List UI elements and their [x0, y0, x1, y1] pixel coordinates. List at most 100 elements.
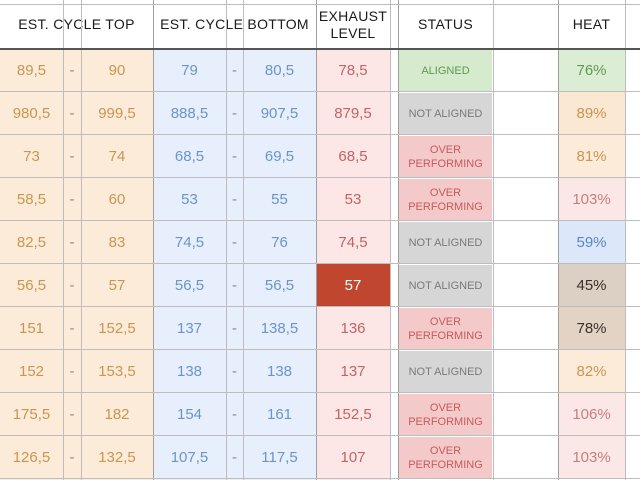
cell-cycle-top-high[interactable]: 999,5 — [98, 105, 136, 122]
cell-exhaust-level[interactable]: 152,5 — [334, 406, 372, 423]
cell-cycle-top-dash[interactable]: - — [69, 449, 75, 466]
cell-cycle-bottom-low[interactable]: 107,5 — [170, 449, 209, 466]
cell-heat[interactable]: 45% — [558, 264, 625, 307]
cell-cycle-top-high[interactable]: 152,5 — [98, 320, 136, 337]
cell-cycle-top-dash[interactable]: - — [69, 105, 75, 122]
cell-cycle-top-low[interactable]: 126,5 — [12, 449, 51, 466]
cell-cycle-bottom-low[interactable]: 79 — [181, 62, 198, 79]
cell-cycle-top-low[interactable]: 152 — [18, 363, 45, 380]
cell-exhaust-level[interactable]: 107 — [340, 449, 366, 466]
header-cycle-top[interactable]: EST. CYCLE TOP — [0, 0, 153, 49]
status-badge[interactable]: NOT ALIGNED — [399, 222, 492, 263]
cell-heat[interactable]: 106% — [558, 393, 625, 436]
cell-exhaust-level[interactable]: 68,5 — [338, 148, 368, 165]
cell-exhaust-level[interactable]: 137 — [340, 363, 366, 380]
cell-heat[interactable]: 82% — [558, 350, 625, 393]
cell-cycle-top-low[interactable]: 151 — [18, 320, 45, 337]
cell-heat[interactable]: 103% — [558, 178, 625, 221]
cell-cycle-bottom-low[interactable]: 68,5 — [174, 148, 205, 165]
cell-cycle-bottom-high[interactable]: 138 — [266, 363, 293, 380]
cell-blank[interactable] — [493, 307, 558, 350]
cell-blank[interactable] — [493, 92, 558, 135]
cell-cycle-bottom-low[interactable]: 888,5 — [170, 105, 209, 122]
cell-cycle-bottom-low[interactable]: 137 — [176, 320, 203, 337]
cell-cycle-top-high[interactable]: 83 — [108, 234, 126, 251]
cell-cycle-top-low[interactable]: 89,5 — [16, 62, 47, 79]
cell-blank[interactable] — [493, 436, 558, 479]
cell-cycle-bottom-dash[interactable]: - — [232, 277, 237, 294]
cell-cycle-top-high[interactable]: 57 — [108, 277, 126, 294]
cell-heat[interactable]: 78% — [558, 307, 625, 350]
cell-cycle-top-low[interactable]: 73 — [23, 148, 40, 165]
cell-blank[interactable] — [493, 178, 558, 221]
cell-cycle-top-high[interactable]: 90 — [108, 62, 126, 79]
cell-exhaust-level[interactable]: 136 — [340, 320, 366, 337]
cell-blank[interactable] — [493, 350, 558, 393]
cell-exhaust-level[interactable]: 74,5 — [338, 234, 368, 251]
header-cycle-bottom[interactable]: EST. CYCLE BOTTOM — [153, 0, 316, 49]
cell-cycle-top-dash[interactable]: - — [69, 234, 75, 251]
cell-cycle-bottom-dash[interactable]: - — [232, 62, 237, 79]
cell-cycle-bottom-low[interactable]: 56,5 — [174, 277, 205, 294]
cell-cycle-bottom-high[interactable]: 76 — [271, 234, 288, 251]
cell-cycle-bottom-low[interactable]: 138 — [176, 363, 203, 380]
cell-heat[interactable]: 59% — [558, 221, 625, 264]
cell-cycle-bottom-high[interactable]: 117,5 — [261, 449, 298, 466]
status-badge[interactable]: NOT ALIGNED — [399, 351, 492, 392]
cell-cycle-bottom-dash[interactable]: - — [232, 320, 237, 337]
cell-blank[interactable] — [493, 135, 558, 178]
cell-cycle-top-high[interactable]: 74 — [108, 148, 126, 165]
cell-cycle-bottom-low[interactable]: 154 — [176, 406, 203, 423]
cell-blank[interactable] — [493, 393, 558, 436]
cell-cycle-top-low[interactable]: 58,5 — [16, 191, 47, 208]
cell-cycle-bottom-high[interactable]: 69,5 — [264, 148, 295, 165]
header-blank[interactable] — [493, 0, 558, 49]
cell-cycle-top-dash[interactable]: - — [69, 277, 75, 294]
cell-cycle-bottom-dash[interactable]: - — [232, 406, 237, 423]
cell-heat[interactable]: 81% — [558, 135, 625, 178]
status-badge[interactable]: NOT ALIGNED — [399, 93, 492, 134]
cell-cycle-bottom-dash[interactable]: - — [232, 191, 237, 208]
cell-cycle-bottom-high[interactable]: 80,5 — [264, 62, 295, 79]
cell-cycle-bottom-high[interactable]: 138,5 — [260, 320, 299, 337]
cell-cycle-top-high[interactable]: 60 — [108, 191, 126, 208]
cell-cycle-bottom-dash[interactable]: - — [232, 105, 237, 122]
status-badge[interactable]: ALIGNED — [399, 50, 492, 91]
status-badge[interactable]: OVER PERFORMING — [399, 179, 492, 220]
cell-exhaust-level-highlight[interactable]: 57 — [316, 264, 390, 307]
cell-blank[interactable] — [493, 49, 558, 92]
cell-cycle-top-low[interactable]: 175,5 — [12, 406, 51, 423]
cell-cycle-top-high[interactable]: 153,5 — [98, 363, 136, 380]
header-heat[interactable]: HEAT — [558, 0, 625, 49]
cell-cycle-top-high[interactable]: 182 — [104, 406, 130, 423]
cell-blank[interactable] — [493, 264, 558, 307]
cell-cycle-top-low[interactable]: 82,5 — [16, 234, 47, 251]
cell-cycle-top-dash[interactable]: - — [69, 148, 75, 165]
status-badge[interactable]: OVER PERFORMING — [399, 437, 492, 478]
cell-cycle-bottom-dash[interactable]: - — [232, 449, 237, 466]
cell-cycle-bottom-high[interactable]: 907,5 — [260, 105, 299, 122]
cell-cycle-bottom-high[interactable]: 56,5 — [264, 277, 295, 294]
cell-cycle-top-dash[interactable]: - — [69, 62, 75, 79]
cell-heat[interactable]: 89% — [558, 92, 625, 135]
cell-cycle-top-dash[interactable]: - — [69, 320, 75, 337]
status-badge[interactable]: OVER PERFORMING — [399, 308, 492, 349]
cell-cycle-bottom-high[interactable]: 161 — [266, 406, 293, 423]
cell-cycle-bottom-low[interactable]: 74,5 — [174, 234, 205, 251]
status-badge[interactable]: OVER PERFORMING — [399, 394, 492, 435]
cell-exhaust-level[interactable]: 78,5 — [338, 62, 368, 79]
cell-cycle-top-dash[interactable]: - — [69, 406, 75, 423]
cell-cycle-bottom-dash[interactable]: - — [232, 363, 237, 380]
cell-cycle-bottom-dash[interactable]: - — [232, 148, 237, 165]
cell-cycle-top-dash[interactable]: - — [69, 191, 75, 208]
cell-exhaust-level[interactable]: 879,5 — [334, 105, 372, 122]
cell-cycle-top-low[interactable]: 980,5 — [12, 105, 51, 122]
cell-cycle-top-low[interactable]: 56,5 — [16, 277, 47, 294]
header-exhaust-level[interactable]: EXHAUST LEVEL — [316, 0, 390, 49]
cell-cycle-top-dash[interactable]: - — [69, 363, 75, 380]
cell-cycle-bottom-dash[interactable]: - — [232, 234, 237, 251]
header-status[interactable]: STATUS — [398, 0, 493, 49]
cell-exhaust-level[interactable]: 53 — [344, 191, 362, 208]
cell-blank[interactable] — [493, 221, 558, 264]
status-badge[interactable]: NOT ALIGNED — [399, 265, 492, 306]
